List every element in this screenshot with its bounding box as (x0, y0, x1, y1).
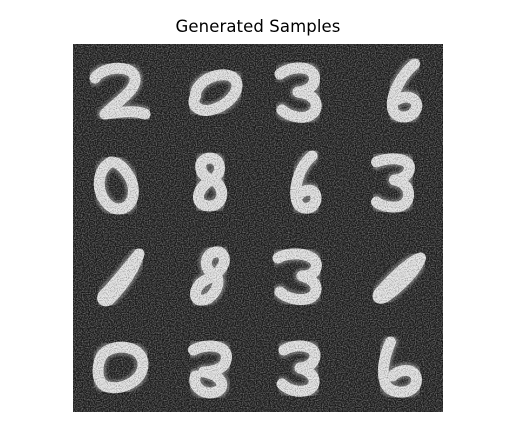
samples-grid (73, 44, 443, 412)
figure-title: Generated Samples (175, 17, 341, 36)
noise-overlay (73, 44, 443, 412)
generated-samples-image (73, 44, 443, 412)
